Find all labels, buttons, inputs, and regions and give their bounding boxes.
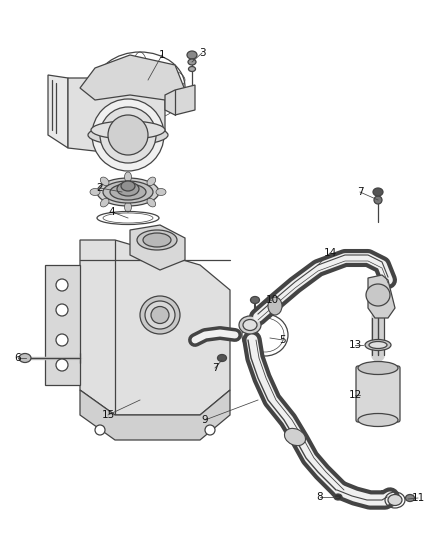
Polygon shape <box>45 265 80 385</box>
Ellipse shape <box>239 316 261 334</box>
Ellipse shape <box>97 178 159 206</box>
Ellipse shape <box>268 297 282 315</box>
Polygon shape <box>48 75 68 148</box>
Ellipse shape <box>156 189 166 196</box>
Circle shape <box>56 304 68 316</box>
Polygon shape <box>130 225 185 270</box>
Ellipse shape <box>188 59 196 65</box>
Ellipse shape <box>369 342 387 349</box>
Text: 11: 11 <box>411 493 424 503</box>
Text: 6: 6 <box>15 353 21 363</box>
Circle shape <box>374 196 382 204</box>
Ellipse shape <box>100 107 156 163</box>
Ellipse shape <box>188 67 195 71</box>
Text: 15: 15 <box>101 410 115 420</box>
Ellipse shape <box>124 172 131 182</box>
Ellipse shape <box>108 115 148 155</box>
Ellipse shape <box>121 181 135 191</box>
Ellipse shape <box>140 296 180 334</box>
Ellipse shape <box>147 198 155 207</box>
Text: 13: 13 <box>348 340 362 350</box>
Ellipse shape <box>124 202 131 212</box>
Ellipse shape <box>284 429 306 446</box>
Text: 7: 7 <box>357 187 363 197</box>
Ellipse shape <box>90 189 100 196</box>
Text: 2: 2 <box>97 183 103 193</box>
Ellipse shape <box>137 230 177 250</box>
Ellipse shape <box>151 306 169 324</box>
Polygon shape <box>80 390 230 440</box>
Circle shape <box>56 334 68 346</box>
Polygon shape <box>80 240 230 415</box>
Polygon shape <box>68 78 165 155</box>
Ellipse shape <box>243 319 257 330</box>
Circle shape <box>56 359 68 371</box>
Ellipse shape <box>406 495 414 502</box>
Ellipse shape <box>110 184 146 200</box>
Ellipse shape <box>103 181 153 203</box>
Text: 5: 5 <box>280 335 286 345</box>
Circle shape <box>56 279 68 291</box>
Text: 4: 4 <box>109 207 115 217</box>
Ellipse shape <box>100 177 109 185</box>
Ellipse shape <box>373 188 383 196</box>
Ellipse shape <box>117 182 139 196</box>
Circle shape <box>95 425 105 435</box>
Ellipse shape <box>145 301 175 329</box>
Text: 9: 9 <box>201 415 208 425</box>
Ellipse shape <box>388 495 402 505</box>
Text: 12: 12 <box>348 390 362 400</box>
Ellipse shape <box>251 296 259 303</box>
Ellipse shape <box>100 198 109 207</box>
Text: 1: 1 <box>159 50 165 60</box>
Circle shape <box>205 425 215 435</box>
Ellipse shape <box>147 177 155 185</box>
Ellipse shape <box>91 121 165 139</box>
Ellipse shape <box>358 414 398 426</box>
Ellipse shape <box>366 284 390 306</box>
Text: 10: 10 <box>265 295 279 305</box>
Ellipse shape <box>358 361 398 375</box>
Text: 8: 8 <box>317 492 323 502</box>
Polygon shape <box>165 85 195 115</box>
FancyBboxPatch shape <box>356 366 400 422</box>
Ellipse shape <box>143 233 171 247</box>
Ellipse shape <box>88 125 168 145</box>
Polygon shape <box>368 275 395 318</box>
Ellipse shape <box>334 494 342 500</box>
Ellipse shape <box>19 353 31 362</box>
Ellipse shape <box>187 51 197 59</box>
Ellipse shape <box>92 99 164 171</box>
Text: 3: 3 <box>199 48 205 58</box>
Polygon shape <box>80 55 185 100</box>
Ellipse shape <box>365 340 391 351</box>
Ellipse shape <box>218 354 226 361</box>
Text: 7: 7 <box>212 363 218 373</box>
Text: 14: 14 <box>323 248 337 258</box>
